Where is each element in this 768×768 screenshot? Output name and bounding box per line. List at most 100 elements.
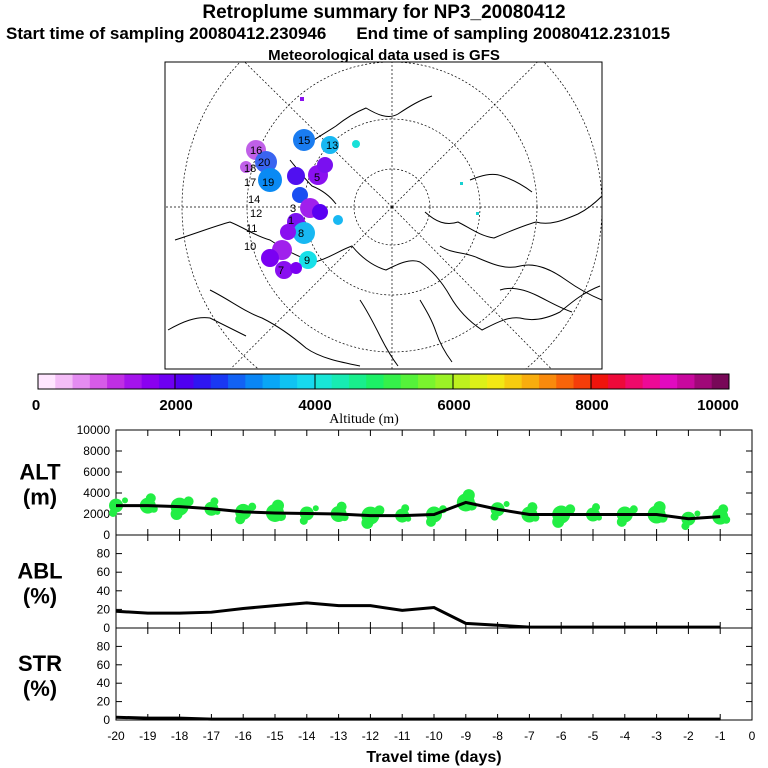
altitude-marker: [405, 515, 412, 522]
colorbar-cell: [245, 374, 264, 389]
altitude-marker: [336, 501, 347, 512]
altitude-marker: [272, 499, 284, 512]
altitude-marker: [122, 497, 128, 504]
colorbar-cell: [400, 374, 419, 389]
y-tick-label: 0: [103, 713, 110, 727]
altitude-marker: [210, 497, 219, 506]
day-label: 9: [304, 255, 310, 267]
y-tick-label: 80: [97, 639, 111, 653]
series-line-abl: [115, 601, 721, 629]
x-tick-label: -11: [394, 729, 411, 743]
panel-alt: 0 2000 4000 6000 8000 10000 ALT(m): [19, 423, 753, 542]
colorbar-cell: [608, 374, 626, 389]
plume-marker: [333, 215, 343, 225]
plume-marker: [292, 187, 308, 203]
day-label: 17: [244, 177, 256, 189]
x-tick-label: -20: [107, 729, 125, 743]
altitude-marker: [462, 489, 475, 502]
colorbar-cell: [573, 374, 592, 389]
colorbar-cell: [711, 374, 730, 389]
plume-marker: [275, 261, 293, 279]
x-tick-label: -9: [460, 729, 471, 743]
altitude-marker: [374, 505, 385, 516]
altitude-marker: [718, 504, 729, 515]
plume-marker: [352, 140, 360, 148]
colorbar-tick-label: 8000: [575, 397, 608, 414]
colorbar-cell: [314, 374, 333, 389]
colorbar-cell: [348, 374, 367, 389]
y-tick-label: 8000: [83, 444, 110, 458]
colorbar-cell: [590, 374, 609, 389]
colorbar-cell: [504, 374, 523, 389]
page-title: Retroplume summary for NP3_20080412: [202, 2, 566, 23]
colorbar-cell: [279, 374, 298, 389]
x-tick-label: -13: [330, 729, 348, 743]
colorbar-cell: [383, 374, 402, 389]
altitude-marker: [592, 503, 600, 512]
x-tick-label: -12: [362, 729, 380, 743]
altitude-marker: [235, 514, 246, 525]
altitude-marker: [527, 502, 538, 513]
x-tick-label: -1: [715, 729, 726, 743]
plume-marker: [460, 182, 463, 185]
altitude-marker: [565, 504, 576, 515]
colorbar-cell: [452, 374, 471, 389]
day-labels: 16 15 20 19 18 17 14 13 12 11 10 9 8 7 3…: [244, 135, 338, 277]
colorbar-cell: [107, 374, 125, 389]
altitude-marker: [299, 516, 308, 525]
plume-marker: [293, 129, 315, 151]
day-label: 1: [288, 215, 294, 227]
altitude-marker: [426, 516, 436, 527]
colorbar-tick-label: 2000: [159, 397, 192, 414]
y-axis-label: STR: [18, 651, 62, 676]
altitude-marker: [552, 515, 565, 528]
y-tick-label: 0: [103, 528, 110, 542]
day-label: 14: [248, 194, 260, 206]
panel-abl: 0 20 40 60 80 ABL(%): [17, 534, 753, 635]
day-label: 5: [314, 172, 320, 184]
x-tick-label: -2: [683, 729, 694, 743]
altitude-marker: [401, 504, 410, 513]
y-axis-unit: (%): [23, 584, 57, 609]
colorbar-cell: [331, 374, 350, 389]
x-axis-title: Travel time (days): [366, 749, 501, 766]
x-tick-label: -7: [524, 729, 535, 743]
x-tick-label: -8: [492, 729, 503, 743]
colorbar-cell: [694, 374, 713, 389]
colorbar-tick-label: 4000: [298, 397, 331, 414]
panel-frame: [115, 627, 753, 721]
colorbar-cell: [124, 374, 143, 389]
y-axis-label: ABL: [17, 559, 62, 584]
colorbar-cell: [262, 374, 281, 389]
altitude-marker: [596, 514, 602, 521]
colorbar-cell: [176, 374, 194, 389]
colorbar-tick-label: 10000: [697, 397, 739, 414]
y-tick-label: 4000: [83, 486, 110, 500]
altitude-marker: [312, 505, 319, 512]
y-axis-label: ALT: [19, 460, 61, 485]
colorbar-cell: [141, 374, 160, 389]
altitude-marker: [170, 508, 183, 520]
altitude-marker: [694, 510, 701, 517]
x-tick-label: -3: [651, 729, 662, 743]
day-label: 19: [262, 177, 274, 189]
colorbar-tick-label: 0: [32, 397, 40, 414]
plume-marker: [476, 212, 479, 215]
colorbar-cell: [556, 374, 575, 389]
colorbar-cell: [521, 374, 540, 389]
day-label: 13: [326, 140, 338, 152]
x-tick-label: -5: [588, 729, 599, 743]
plume-marker: [293, 222, 315, 244]
plume-marker: [312, 204, 328, 220]
y-tick-label: 20: [97, 602, 111, 616]
altitude-marker: [248, 502, 257, 511]
day-label: 7: [278, 265, 284, 277]
colorbar-tick-label: 6000: [437, 397, 470, 414]
colorbar-cell: [55, 374, 74, 389]
day-label: 3: [290, 203, 296, 215]
colorbar-cell: [297, 374, 315, 389]
day-label: 20: [258, 157, 270, 169]
colorbar-cell: [193, 374, 212, 389]
colorbar-cell: [469, 374, 488, 389]
